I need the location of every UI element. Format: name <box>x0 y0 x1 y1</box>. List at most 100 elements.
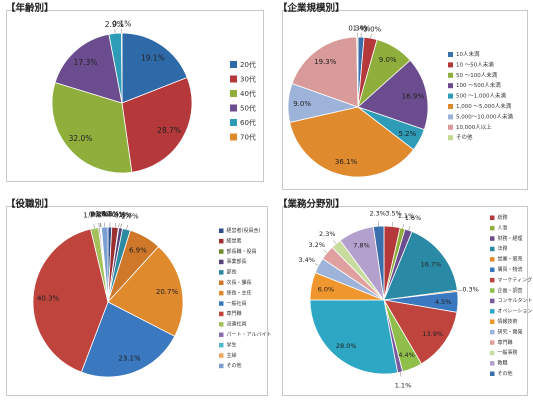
position-legend-label-3: 事業部長 <box>227 258 247 265</box>
age-legend-swatch-3 <box>230 104 237 112</box>
position-data-label-11: 0.2% <box>90 211 108 219</box>
age-slice-1 <box>121 77 193 173</box>
business-legend-swatch-0 <box>490 215 495 220</box>
business-data-label-3: 16.7% <box>421 260 442 268</box>
business-legend-swatch-13 <box>490 350 495 356</box>
business-legend-label-12: 専門職 <box>498 339 513 346</box>
position-data-label-12: 0.1% <box>91 210 109 218</box>
position-legend-label-4: 部長 <box>227 269 237 276</box>
company-legend-swatch-8 <box>448 135 453 141</box>
business-legend-swatch-5 <box>490 267 495 272</box>
age-slice-0 <box>121 32 188 104</box>
company-legend-label-6: 5,000～10,000人未満 <box>456 112 513 120</box>
company-slice-7 <box>291 36 359 108</box>
position-chart-title: 【役職別】 <box>6 199 54 210</box>
business-legend-swatch-3 <box>490 246 495 252</box>
position-data-label-4: 1.7% <box>121 213 139 221</box>
position-slice-6 <box>107 245 184 337</box>
age-legend-label-4: 60代 <box>240 118 256 127</box>
position-legend-label-13: その他 <box>227 362 242 369</box>
business-legend-swatch-12 <box>490 340 495 345</box>
position-legend-swatch-0 <box>219 228 224 233</box>
age-legend-label-2: 40代 <box>240 89 256 98</box>
company-legend-swatch-0 <box>448 52 453 57</box>
age-slice-2 <box>51 82 133 174</box>
business-data-label-5: 4.5% <box>435 298 452 306</box>
business-legend-label-14: 教職 <box>498 360 508 367</box>
business-data-label-14: 7.8% <box>353 242 370 250</box>
company-data-label-4: 5.2% <box>399 130 417 138</box>
position-leader-2 <box>118 223 120 228</box>
age-data-label-1: 28.7% <box>157 126 181 135</box>
position-legend-swatch-1 <box>219 238 224 244</box>
position-legend-label-9: 派遣社員 <box>227 321 247 328</box>
company-legend-label-8: その他 <box>456 133 473 141</box>
position-legend-label-10: パート・アルバイト <box>227 332 272 338</box>
company-data-label-1: 3.0% <box>363 26 381 34</box>
business-data-label-8: 1.1% <box>395 382 412 390</box>
position-legend-swatch-4 <box>219 270 224 275</box>
age-legend-label-3: 50代 <box>240 104 256 113</box>
company-legend-label-7: 10,000人以上 <box>456 123 492 131</box>
age-legend-swatch-1 <box>230 75 237 83</box>
business-data-label-7: 4.4% <box>398 351 415 359</box>
business-leader-12 <box>323 249 328 253</box>
business-data-label-15: 2.3% <box>369 209 386 217</box>
company-legend-label-2: 50 ～100人未満 <box>456 71 498 79</box>
position-legend-swatch-3 <box>219 259 224 265</box>
age-data-label-5: 0.1% <box>112 19 131 28</box>
business-chart-title: 【業務分野別】 <box>278 199 345 210</box>
position-data-label-8: 40.3% <box>37 295 60 303</box>
business-legend-label-10: 情報技術 <box>498 318 518 325</box>
age-legend-swatch-0 <box>230 61 237 68</box>
business-legend-swatch-10 <box>490 319 495 324</box>
business-data-label-13: 2.3% <box>319 230 336 238</box>
business-legend-swatch-1 <box>490 225 495 231</box>
company-legend-swatch-2 <box>448 72 453 78</box>
business-leader-13 <box>332 240 337 244</box>
business-legend-label-6: マーケティング <box>498 276 533 283</box>
company-legend-label-4: 500 ～1,000人未満 <box>456 92 506 100</box>
company-chart-title: 【企業規模別】 <box>278 3 345 14</box>
company-legend-swatch-7 <box>448 124 453 130</box>
age-legend-swatch-2 <box>230 90 237 97</box>
position-legend-swatch-8 <box>219 311 224 317</box>
position-leader-4 <box>126 224 128 230</box>
business-legend-label-1: 人事 <box>498 224 508 231</box>
company-data-label-6: 9.0% <box>293 100 311 108</box>
company-legend-label-0: 10人未満 <box>456 50 480 58</box>
business-legend-label-7: 企画・調査 <box>498 287 523 294</box>
company-slice-5 <box>289 106 415 178</box>
company-legend-swatch-4 <box>448 93 453 99</box>
business-legend-label-9: オペレーション <box>498 309 533 315</box>
business-legend-swatch-7 <box>490 288 495 293</box>
business-leader-11 <box>314 263 319 266</box>
position-slice-8 <box>32 228 109 373</box>
position-data-label-3: 0.8% <box>114 211 132 219</box>
business-data-label-2: 1.6% <box>405 214 422 222</box>
business-leader-8 <box>399 372 402 377</box>
position-data-label-2: 0.1% <box>112 211 130 219</box>
business-legend-label-11: 研究・開発 <box>498 328 523 335</box>
age-slice-3 <box>54 33 123 104</box>
company-legend-label-1: 10 ～50人未満 <box>456 60 494 68</box>
business-legend-label-4: 営業・販売 <box>498 256 523 263</box>
age-data-label-0: 19.1% <box>141 53 165 62</box>
company-legend-label-3: 100 ～500人未満 <box>456 81 501 89</box>
position-legend-swatch-13 <box>219 363 224 369</box>
company-data-label-8: 0.3% <box>348 24 366 32</box>
position-legend-swatch-7 <box>219 301 224 306</box>
position-leader-9 <box>93 223 95 229</box>
business-legend-label-2: 財務・経理 <box>498 235 523 242</box>
age-legend-label-1: 30代 <box>240 75 256 84</box>
position-data-label-9: 1.7% <box>83 211 101 219</box>
company-legend-swatch-6 <box>448 114 453 120</box>
position-legend-label-12: 主婦 <box>227 352 237 359</box>
position-data-label-6: 20.7% <box>156 288 179 296</box>
position-legend-label-2: 部長職・役員 <box>227 248 257 255</box>
business-data-label-0: 3.5% <box>385 210 402 218</box>
position-leader-3 <box>120 223 122 229</box>
business-legend-swatch-2 <box>490 236 495 241</box>
